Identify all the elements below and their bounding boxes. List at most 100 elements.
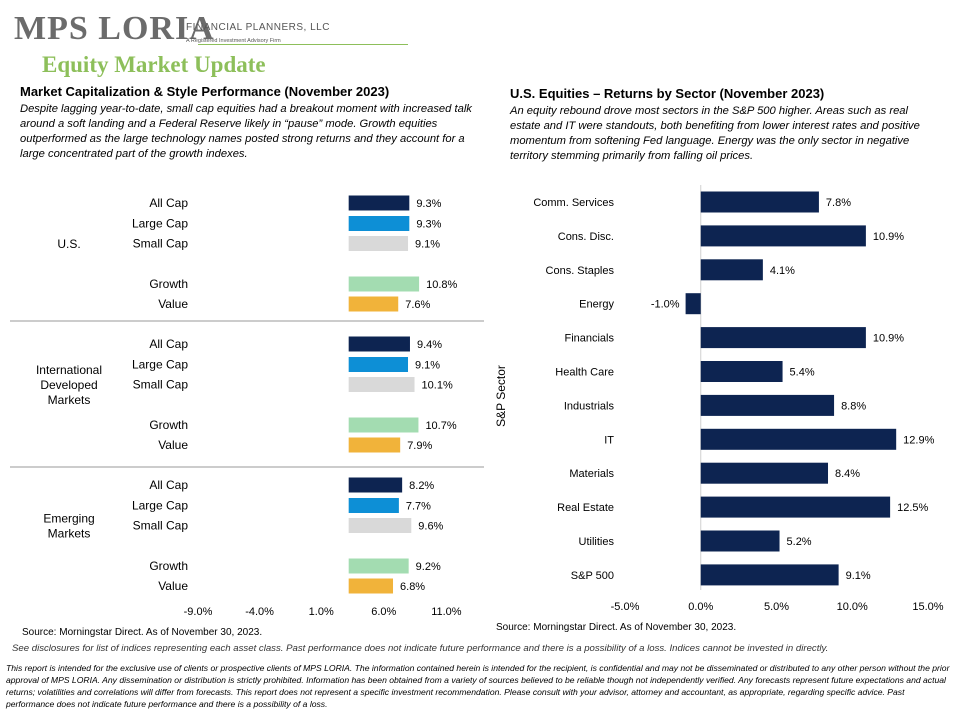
sector-label: Financials bbox=[564, 333, 614, 345]
group-label: Markets bbox=[48, 527, 91, 541]
legal-disclaimer: This report is intended for the exclusiv… bbox=[6, 663, 950, 709]
group-label: Markets bbox=[48, 393, 91, 407]
data-label: 10.9% bbox=[873, 333, 904, 345]
bar-all-cap bbox=[348, 477, 403, 493]
group-label: U.S. bbox=[57, 237, 80, 251]
x-tick-label: 15.0% bbox=[912, 601, 943, 613]
logo-tagline: A Registered Investment Advisory Firm bbox=[186, 38, 281, 44]
category-label: All Cap bbox=[149, 196, 188, 210]
data-label: 6.8% bbox=[400, 581, 425, 593]
data-label: 9.1% bbox=[415, 239, 440, 251]
data-label: 9.1% bbox=[415, 360, 440, 372]
data-label: 7.6% bbox=[405, 299, 430, 311]
category-label: Growth bbox=[149, 559, 188, 573]
left-chart-title: Market Capitalization & Style Performanc… bbox=[20, 84, 390, 99]
x-tick-label: 11.0% bbox=[431, 606, 462, 618]
data-label: 12.5% bbox=[897, 502, 928, 514]
data-label: 9.3% bbox=[416, 198, 441, 210]
page-title: Equity Market Update bbox=[42, 52, 266, 77]
category-label: Value bbox=[158, 579, 188, 593]
sector-label: Cons. Staples bbox=[546, 265, 615, 277]
company-logo: MPS LORIA bbox=[14, 10, 408, 50]
sector-bar bbox=[685, 293, 701, 315]
bar-growth bbox=[348, 417, 419, 433]
x-tick-label: 5.0% bbox=[764, 601, 789, 613]
bar-small-cap bbox=[348, 518, 412, 533]
data-label: 8.4% bbox=[835, 468, 860, 480]
bar-value bbox=[348, 296, 399, 312]
data-label: 7.7% bbox=[406, 501, 431, 513]
group-label: Emerging bbox=[43, 512, 94, 526]
sector-label: Materials bbox=[569, 468, 614, 480]
sector-bar bbox=[700, 225, 866, 247]
x-tick-label: -4.0% bbox=[245, 606, 274, 618]
sector-label: Real Estate bbox=[557, 502, 614, 514]
data-label: 9.6% bbox=[418, 521, 443, 533]
sector-bar bbox=[700, 530, 780, 552]
group-label: International bbox=[36, 363, 102, 377]
category-label: Small Cap bbox=[133, 237, 189, 251]
logo-divider bbox=[198, 44, 408, 45]
sector-bar bbox=[700, 564, 839, 586]
sector-bar bbox=[700, 428, 897, 450]
data-label: -1.0% bbox=[651, 299, 680, 311]
category-label: Large Cap bbox=[132, 217, 188, 231]
category-label: Small Cap bbox=[133, 378, 189, 392]
sector-returns-chart: Comm. Services 7.8% Cons. Disc. 10.9% Cons. … bbox=[494, 185, 944, 613]
sector-bar bbox=[700, 496, 891, 518]
bar-small-cap bbox=[348, 236, 409, 251]
data-label: 7.8% bbox=[826, 197, 851, 209]
bar-value bbox=[348, 578, 394, 594]
left-chart-source: Source: Morningstar Direct. As of Novemb… bbox=[22, 627, 263, 638]
logo-financial-planners: FINANCIAL PLANNERS, LLC bbox=[186, 22, 330, 33]
left-chart-description: Despite lagging year-to-date, small cap … bbox=[20, 103, 472, 160]
category-label: All Cap bbox=[149, 478, 188, 492]
group-label: Developed bbox=[40, 378, 97, 392]
right-chart-description: An equity rebound drove most sectors in … bbox=[510, 105, 920, 162]
data-label: 7.9% bbox=[407, 440, 432, 452]
bar-growth bbox=[348, 558, 409, 574]
x-tick-label: 10.0% bbox=[837, 601, 868, 613]
bar-all-cap bbox=[348, 336, 410, 352]
bar-growth bbox=[348, 276, 420, 292]
sector-bar bbox=[700, 259, 763, 281]
data-label: 12.9% bbox=[903, 434, 934, 446]
right-chart-title: U.S. Equities – Returns by Sector (Novem… bbox=[510, 86, 825, 101]
category-label: All Cap bbox=[149, 337, 188, 351]
x-tick-label: -5.0% bbox=[611, 601, 640, 613]
category-label: Value bbox=[158, 438, 188, 452]
data-label: 4.1% bbox=[770, 265, 795, 277]
x-tick-label: 1.0% bbox=[309, 606, 334, 618]
sector-label: Health Care bbox=[555, 367, 614, 379]
sector-label: Utilities bbox=[579, 536, 615, 548]
bar-large-cap bbox=[348, 357, 409, 372]
data-label: 8.2% bbox=[409, 480, 434, 492]
category-label: Large Cap bbox=[132, 499, 188, 513]
data-label: 9.3% bbox=[416, 219, 441, 231]
category-label: Value bbox=[158, 297, 188, 311]
data-label: 10.7% bbox=[425, 420, 456, 432]
data-label: 5.4% bbox=[790, 367, 815, 379]
sector-label: Cons. Disc. bbox=[558, 231, 614, 243]
y-axis-title: S&P Sector bbox=[494, 365, 508, 427]
data-label: 10.1% bbox=[422, 380, 453, 392]
sector-bar bbox=[700, 361, 783, 382]
category-label: Small Cap bbox=[133, 519, 189, 533]
logo-wordmark: MPS LORIA bbox=[14, 10, 215, 47]
x-tick-label: 0.0% bbox=[688, 601, 713, 613]
category-label: Growth bbox=[149, 277, 188, 291]
right-chart-source: Source: Morningstar Direct. As of Novemb… bbox=[496, 622, 737, 633]
category-label: Growth bbox=[149, 418, 188, 432]
x-tick-label: 6.0% bbox=[371, 606, 396, 618]
data-label: 10.8% bbox=[426, 279, 457, 291]
sector-bar bbox=[700, 394, 835, 416]
market-cap-style-chart: U.S. All Cap 9.3% Large Cap 9.3% Small Cap 9.1… bbox=[10, 195, 484, 618]
bar-value bbox=[348, 437, 401, 453]
category-label: Large Cap bbox=[132, 358, 188, 372]
sector-label: Industrials bbox=[564, 400, 615, 412]
data-label: 9.4% bbox=[417, 339, 442, 351]
x-tick-label: -9.0% bbox=[184, 606, 213, 618]
bar-large-cap bbox=[348, 216, 410, 231]
data-label: 9.2% bbox=[416, 561, 441, 573]
sector-bar bbox=[700, 191, 819, 213]
